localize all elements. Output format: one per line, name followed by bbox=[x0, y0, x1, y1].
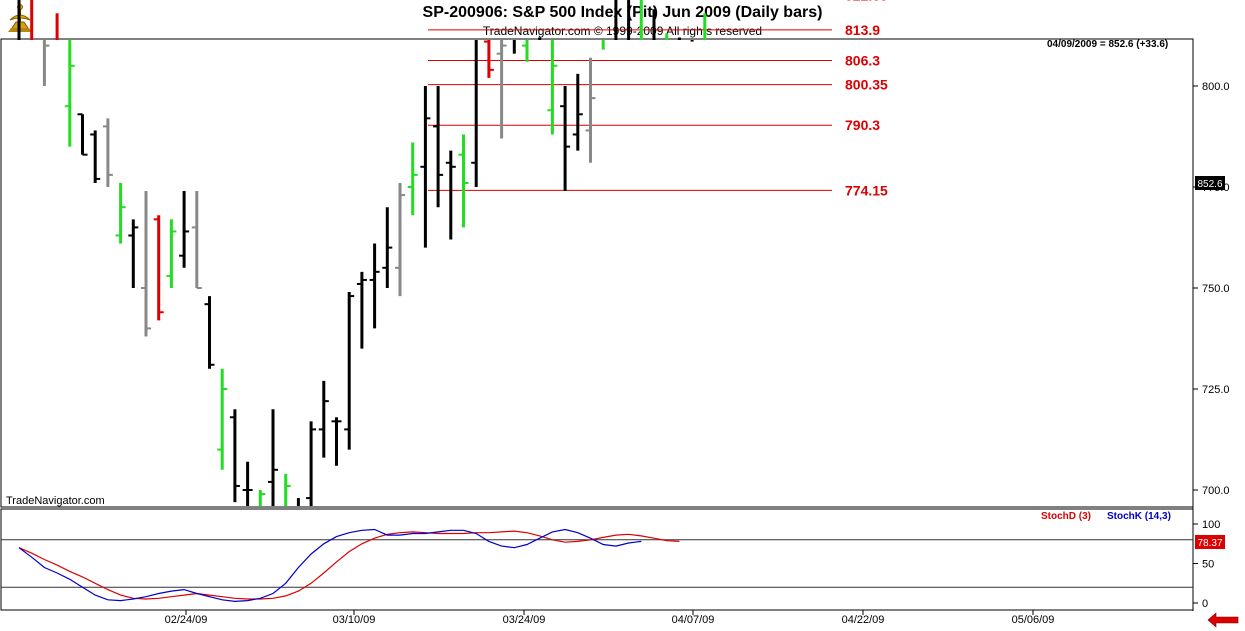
level-label: 822.35 bbox=[845, 0, 888, 4]
ohlc-bar bbox=[420, 86, 431, 248]
ohlc-bar bbox=[284, 473, 291, 506]
ohlc-bar bbox=[141, 191, 151, 337]
ohlc-bar bbox=[258, 490, 266, 506]
level-label: 774.15 bbox=[845, 182, 888, 198]
stoch-tick-label: 50 bbox=[1202, 559, 1214, 571]
ohlc-bar bbox=[382, 207, 393, 288]
date-tick-label: 05/06/09 bbox=[1012, 614, 1055, 626]
ohlc-bar bbox=[407, 142, 418, 216]
ohlc-bar bbox=[496, 40, 507, 139]
ohlc-bar bbox=[572, 73, 583, 151]
price-tick-label: 700.0 bbox=[1202, 485, 1230, 497]
ohlc-bar bbox=[522, 40, 529, 62]
ohlc-bar bbox=[64, 40, 75, 147]
ohlc-bar bbox=[356, 271, 367, 349]
stoch-series-line bbox=[18, 528, 642, 603]
ohlc-bar bbox=[318, 380, 329, 458]
ohlc-bar bbox=[42, 40, 50, 86]
ohlc-bar bbox=[433, 86, 444, 208]
ohlc-bar bbox=[242, 461, 253, 506]
level-lines: 917.8916.1914.9906.9900.4885.3877.5866.4… bbox=[428, 0, 888, 198]
price-tick-label: 750.0 bbox=[1202, 283, 1230, 295]
quote-readout: 04/09/2009 = 852.6 (+33.6) bbox=[1047, 39, 1168, 50]
ohlc-bar bbox=[115, 182, 126, 244]
stoch-series-line bbox=[18, 530, 680, 600]
copyright-notice: TradeNavigator.com © 1999-2009 All right… bbox=[482, 24, 763, 38]
scroll-left-arrow-icon[interactable] bbox=[1207, 612, 1239, 628]
ohlc-bar bbox=[128, 219, 139, 288]
stoch-tick-label: 0 bbox=[1202, 598, 1208, 610]
stoch-last-tag: 78.37 bbox=[1195, 535, 1225, 549]
ohlc-bar bbox=[445, 150, 456, 240]
price-panel-border bbox=[0, 38, 1194, 508]
level-label: 800.35 bbox=[845, 77, 888, 93]
ohlc-bar bbox=[179, 191, 190, 268]
ohlc-bar bbox=[268, 409, 278, 506]
ohlc-bar bbox=[204, 296, 215, 369]
level-label: 790.3 bbox=[845, 117, 880, 133]
ohlc-bar bbox=[166, 219, 177, 288]
price-axis: 700.0725.0750.0775.0800.0825.0850.0875.0… bbox=[1193, 81, 1230, 497]
stochastic-panel: 0 50 100 bbox=[1, 519, 1220, 610]
ohlc-bar bbox=[483, 40, 494, 78]
ohlc-bar bbox=[560, 86, 571, 192]
legend-stochd: StochD (3) bbox=[1041, 511, 1091, 522]
ohlc-bar bbox=[471, 40, 478, 187]
last-price-tag: 852.6 bbox=[1195, 176, 1225, 190]
ohlc-bar bbox=[547, 40, 558, 135]
date-tick-label: 02/24/09 bbox=[165, 614, 208, 626]
ohlc-bar bbox=[102, 118, 113, 187]
date-tick-label: 04/22/09 bbox=[842, 614, 885, 626]
stoch-panel-border bbox=[0, 508, 1194, 611]
date-axis: 02/24/09 03/10/09 03/24/09 04/07/09 04/22/09… bbox=[165, 610, 1055, 626]
watermark-text: TradeNavigator.com bbox=[6, 495, 105, 507]
ohlc-bars bbox=[17, 0, 707, 506]
last-price-label: 852.6 bbox=[1197, 179, 1222, 190]
price-tick-label: 725.0 bbox=[1202, 384, 1230, 396]
ohlc-bar bbox=[306, 421, 317, 506]
ohlc-bar bbox=[344, 292, 355, 450]
stoch-last-label: 78.37 bbox=[1197, 538, 1222, 549]
date-tick-label: 03/24/09 bbox=[503, 614, 546, 626]
chart-title: SP-200906: S&P 500 Index (Pit) Jun 2009 … bbox=[422, 4, 823, 21]
ohlc-bar bbox=[331, 417, 342, 466]
ohlc-bar bbox=[395, 182, 405, 297]
level-label: 813.9 bbox=[845, 22, 880, 38]
ohlc-bar bbox=[217, 368, 228, 470]
ohlc-bar bbox=[458, 134, 469, 228]
ohlc-bar bbox=[369, 243, 380, 329]
ohlc-bar bbox=[191, 191, 202, 289]
level-label: 806.3 bbox=[845, 53, 880, 69]
date-tick-label: 04/07/09 bbox=[672, 614, 715, 626]
ohlc-bar bbox=[77, 113, 88, 156]
ohlc-bar bbox=[90, 130, 101, 183]
date-tick-label: 03/10/09 bbox=[333, 614, 376, 626]
ohlc-bar bbox=[153, 215, 164, 321]
ohlc-bar bbox=[585, 57, 596, 163]
price-tick-label: 800.0 bbox=[1202, 81, 1230, 93]
stoch-tick-label: 100 bbox=[1202, 519, 1220, 531]
ohlc-bar bbox=[229, 409, 240, 503]
legend-stochk: StochK (14,3) bbox=[1107, 511, 1171, 522]
